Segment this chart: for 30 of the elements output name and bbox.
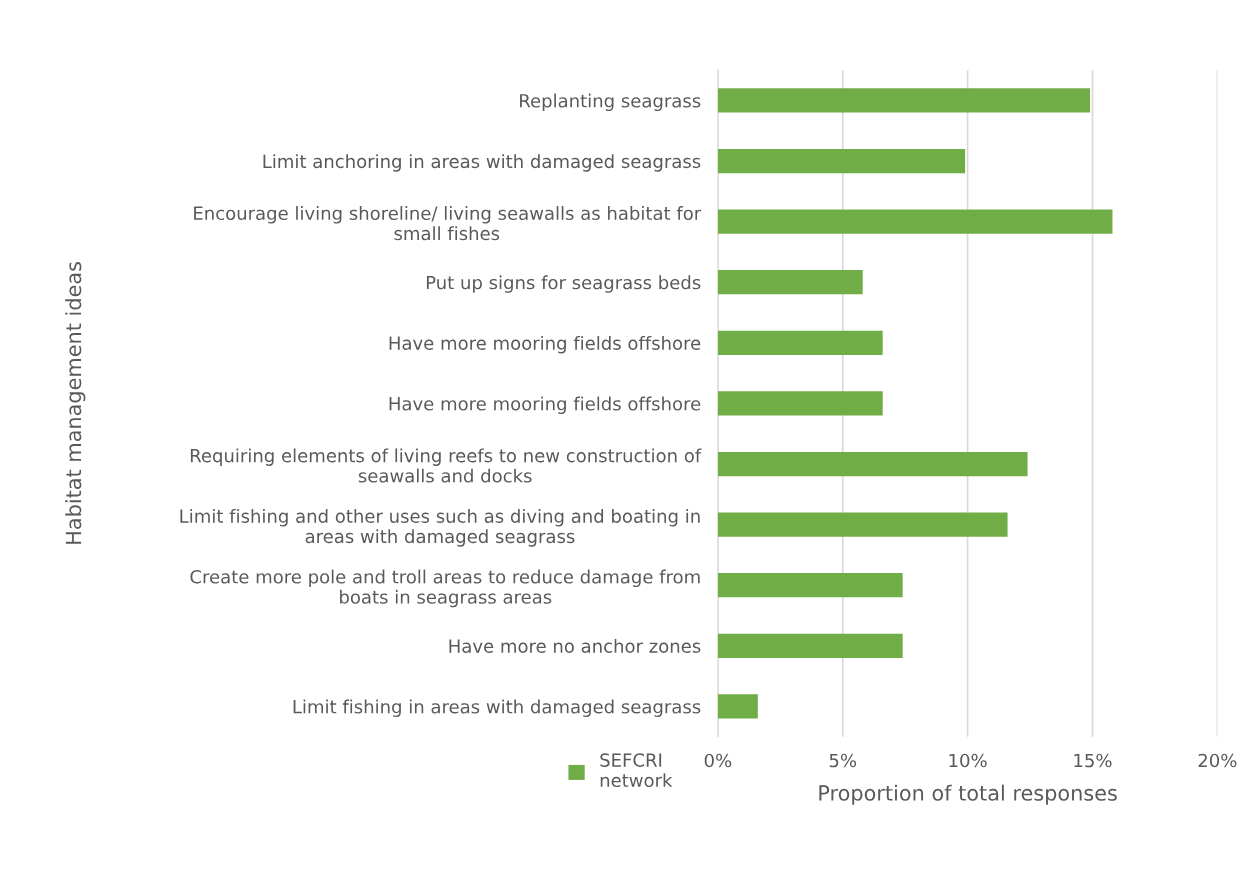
x-tick-label: 0% xyxy=(704,753,732,768)
y-tick-label: Have more no anchor zones xyxy=(449,638,701,653)
y-tick-label: Have more mooring fields offshore xyxy=(389,335,701,354)
x-tick-label: 15% xyxy=(1074,753,1112,768)
bar xyxy=(717,391,883,416)
y-tick-label: Encourage living shoreline/ living seawalls as habitat for small fishes xyxy=(194,206,702,241)
bar xyxy=(717,512,1008,537)
y-axis-title: Habitat management ideas xyxy=(65,262,86,544)
y-tick-label: Have more mooring fields offshore xyxy=(389,396,701,415)
y-tick-label: Limit anchoring in areas with damaged seagrass xyxy=(263,154,701,172)
bar xyxy=(717,209,1113,234)
bar xyxy=(717,148,966,174)
y-tick-label: Limit fishing in areas with damaged seagrass xyxy=(293,699,701,717)
bar xyxy=(717,88,1090,113)
bar xyxy=(717,694,758,719)
y-tick-label: Create more pole and troll areas to reduce damage from boats in seagrass areas xyxy=(190,569,700,608)
legend-label: SEFCRI network xyxy=(600,753,673,788)
x-axis-title: Proportion of total responses xyxy=(819,784,1117,805)
x-tick-label: 10% xyxy=(949,753,987,768)
bar xyxy=(717,633,903,658)
y-tick-label: Limit fishing and other uses such as diving and boating in areas with damaged seagrass xyxy=(180,509,700,547)
y-tick-label: Replanting seagrass xyxy=(520,93,701,112)
x-tick-label: 5% xyxy=(829,753,857,768)
bar xyxy=(717,270,863,295)
bar xyxy=(717,451,1028,477)
bar xyxy=(717,330,883,355)
y-tick-label: Put up signs for seagrass beds xyxy=(426,275,701,293)
bar xyxy=(717,573,903,598)
x-tick-label: 20% xyxy=(1198,753,1237,768)
y-tick-label: Requiring elements of living reefs to new construction of seawalls and docks xyxy=(190,448,702,483)
